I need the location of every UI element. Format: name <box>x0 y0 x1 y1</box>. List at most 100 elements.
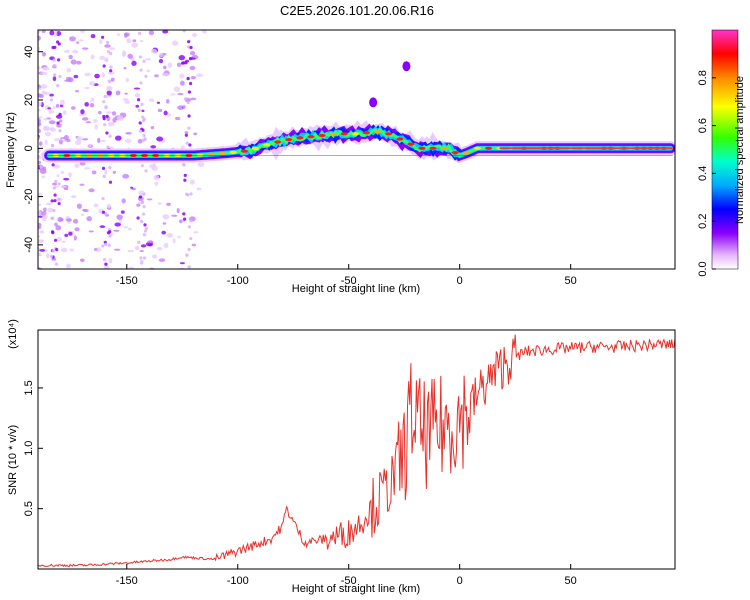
noise-blob <box>137 108 141 112</box>
noise-blob <box>140 200 145 204</box>
noise-blob <box>68 54 73 60</box>
noise-blob <box>179 262 185 265</box>
noise-blob <box>80 30 85 34</box>
noise-blob <box>52 76 57 82</box>
noise-blob <box>137 240 141 244</box>
noise-blob <box>58 129 62 133</box>
noise-blob <box>84 72 91 77</box>
noise-blob <box>188 143 192 147</box>
noise-blob <box>72 218 79 224</box>
colorbar-tick-label: 0.6 <box>697 118 709 133</box>
noise-blob <box>53 31 58 37</box>
noise-blob <box>106 203 111 209</box>
noise-blob <box>109 65 113 69</box>
ridge-peak <box>340 132 348 136</box>
noise-blob <box>156 101 161 105</box>
noise-blob <box>102 64 106 68</box>
noise-blob <box>55 248 59 252</box>
noise-blob <box>58 74 62 79</box>
noise-blob <box>148 98 155 103</box>
noise-blob <box>189 65 196 71</box>
noise-blob <box>104 242 108 247</box>
noise-blob <box>146 69 151 73</box>
noise-blob <box>38 128 41 134</box>
noise-blob <box>161 230 167 235</box>
noise-blob <box>114 135 122 141</box>
noise-blob <box>94 124 98 130</box>
noise-blob <box>57 58 61 62</box>
noise-blob <box>128 266 135 269</box>
noise-blob <box>43 214 48 219</box>
noise-blob <box>81 117 89 121</box>
noise-blob <box>63 134 69 141</box>
noise-blob <box>170 93 176 96</box>
noise-blob <box>56 174 60 178</box>
noise-blob <box>131 60 137 66</box>
noise-blob <box>146 198 153 201</box>
noise-blob <box>90 33 96 39</box>
ridge-peak <box>362 131 370 135</box>
noise-blob <box>90 54 95 60</box>
noise-blob <box>187 225 191 229</box>
x-tick-label: 50 <box>565 575 577 587</box>
noise-blob <box>106 85 113 92</box>
ridge-peak <box>418 146 426 150</box>
noise-blob <box>139 81 143 85</box>
noise-blob <box>56 121 60 125</box>
noise-blob <box>113 229 120 232</box>
noise-blob <box>88 188 95 193</box>
noise-blob <box>196 187 202 191</box>
ridge-peak <box>385 132 393 136</box>
ridge-peak <box>485 146 493 150</box>
noise-blob <box>187 247 191 252</box>
noise-blob <box>53 238 58 242</box>
noise-blob <box>57 201 61 206</box>
colorbar-label: Normalized spectral amplitude <box>734 76 746 224</box>
noise-blob <box>123 66 127 70</box>
noise-blob <box>106 231 111 235</box>
noise-blob <box>167 62 173 68</box>
noise-blob <box>46 253 50 259</box>
noise-blob <box>142 133 146 138</box>
noise-blob <box>50 230 55 234</box>
noise-blob <box>50 199 54 203</box>
noise-blob <box>108 47 116 50</box>
noise-blob <box>73 235 77 241</box>
noise-blob <box>193 231 199 234</box>
noise-blob <box>176 62 182 67</box>
noise-blob <box>177 92 184 96</box>
noise-blob <box>38 65 41 71</box>
noise-blob <box>135 104 140 108</box>
noise-blob <box>122 226 129 229</box>
y-tick-label: 40 <box>23 46 35 58</box>
noise-blob <box>38 222 42 228</box>
noise-blob <box>183 217 187 221</box>
noise-blob <box>51 216 55 220</box>
noise-blob <box>38 108 41 112</box>
noise-blob <box>184 61 188 65</box>
y-tick-label: -40 <box>23 237 35 253</box>
noise-blob <box>189 81 193 86</box>
noise-blob <box>171 40 179 46</box>
noise-blob <box>78 39 84 42</box>
noise-blob <box>141 109 145 113</box>
noise-blob <box>105 131 109 135</box>
noise-blob <box>125 77 130 83</box>
colorbar: 0.0 0.2 0.4 0.6 0.8 Normalized spectral ampl… <box>697 29 746 277</box>
noise-blob <box>127 227 132 231</box>
noise-blob <box>110 77 115 82</box>
noise-blob <box>147 240 154 244</box>
spectrogram-y-ticks: -40 -20 0 20 40 <box>23 46 43 253</box>
noise-blob <box>158 58 164 64</box>
noise-blob <box>189 219 193 223</box>
noise-blob <box>134 245 140 251</box>
y-tick-label: -20 <box>23 189 35 205</box>
noise-blob <box>99 39 103 45</box>
noise-blob <box>180 145 185 150</box>
spectrogram-frame <box>37 29 676 270</box>
noise-blob <box>140 244 147 248</box>
noise-blob <box>143 229 148 233</box>
noise-blob <box>69 36 76 42</box>
noise-blob <box>38 160 42 165</box>
noise-blob <box>139 68 143 72</box>
